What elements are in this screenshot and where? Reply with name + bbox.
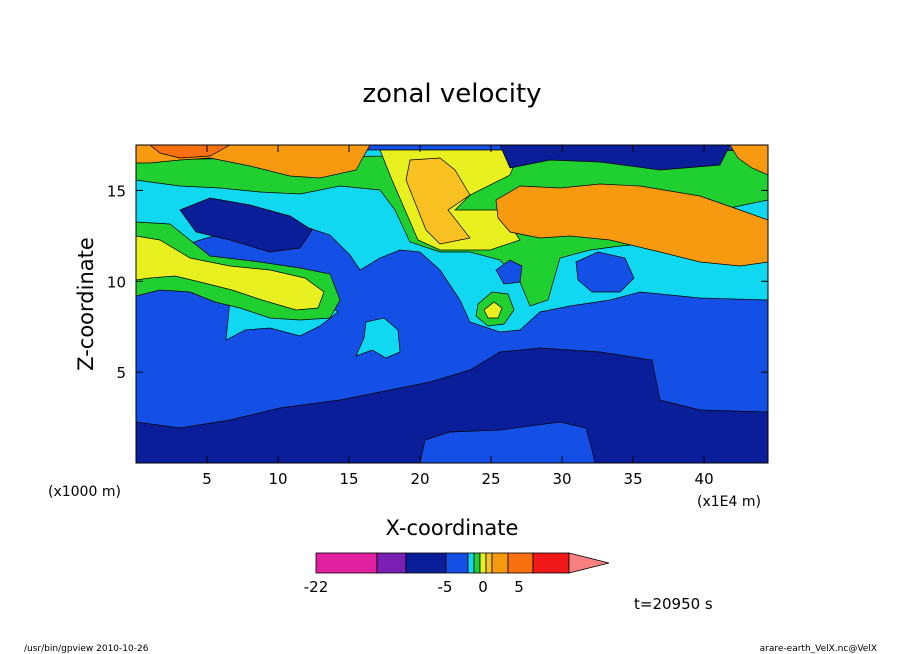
x-axis-ticks: 5 10 15 20 25 30 35 40 [202,145,714,488]
contour-red-top-left [149,145,231,159]
footer-right: arare-earth_VelX.nc@VelX [760,644,877,654]
x-tick-label: 15 [339,470,358,488]
contour-cyan-blob [355,317,401,359]
colorbar-swatch [467,552,475,574]
contour-blue-blob-mid [495,259,523,285]
colorbar-swatch [315,552,378,574]
contour-deepblue-core [136,347,768,463]
colorbar-tick-labels: -22 -5 0 5 [304,578,524,596]
contour-orange-jet [495,183,768,267]
colorbar-swatch [507,552,534,574]
colorbar [315,552,610,574]
contour-yellow-left [136,235,325,311]
colorbar-swatch [491,552,509,574]
colorbar-swatch [473,552,481,574]
colorbar-swatch [405,552,447,574]
contour-blue-blob-right [575,251,635,293]
colorbar-tick-label: 0 [478,578,488,596]
contour-blue-lower-bubble [419,421,596,463]
colorbar-swatch [376,552,407,574]
x-tick-label: 10 [268,470,287,488]
contour-field [136,145,768,463]
contour-deepblue-upper-left [179,197,313,253]
y-tick-label: 10 [107,273,126,291]
x-tick-label: 30 [553,470,572,488]
plot-frame [135,144,769,464]
x-tick-label: 5 [202,470,212,488]
contour-orange-upper [405,157,471,245]
colorbar-tick-label: -22 [304,578,329,596]
x-tick-label: 25 [482,470,501,488]
colorbar-tick-label: -5 [438,578,453,596]
x-tick-label: 20 [410,470,429,488]
colorbar-swatch [445,552,469,574]
y-axis-label: Z-coordinate [74,237,98,371]
x-scale-label: (x1E4 m) [697,494,761,510]
contour-orange-top-right [729,145,768,176]
chart-title: zonal velocity [362,79,541,109]
x-unit-label: (x1000 m) [48,484,121,500]
colorbar-arrow [568,552,610,574]
y-tick-label: 15 [107,182,126,200]
x-axis-label: X-coordinate [386,516,519,540]
footer-left: /usr/bin/gpview 2010-10-26 [24,644,149,654]
contour-deepblue-upper-right [499,145,731,171]
x-tick-label: 35 [624,470,643,488]
x-tick-label: 40 [695,470,714,488]
colorbar-swatch [485,552,493,574]
y-tick-label: 5 [116,364,126,382]
colorbar-tick-label: 5 [514,578,524,596]
colorbar-swatch [532,552,570,574]
contour-yellow-blob [483,301,503,319]
colorbar-swatch [479,552,487,574]
y-axis-ticks: 5 10 15 [107,182,768,382]
time-label: t=20950 s [634,595,713,613]
